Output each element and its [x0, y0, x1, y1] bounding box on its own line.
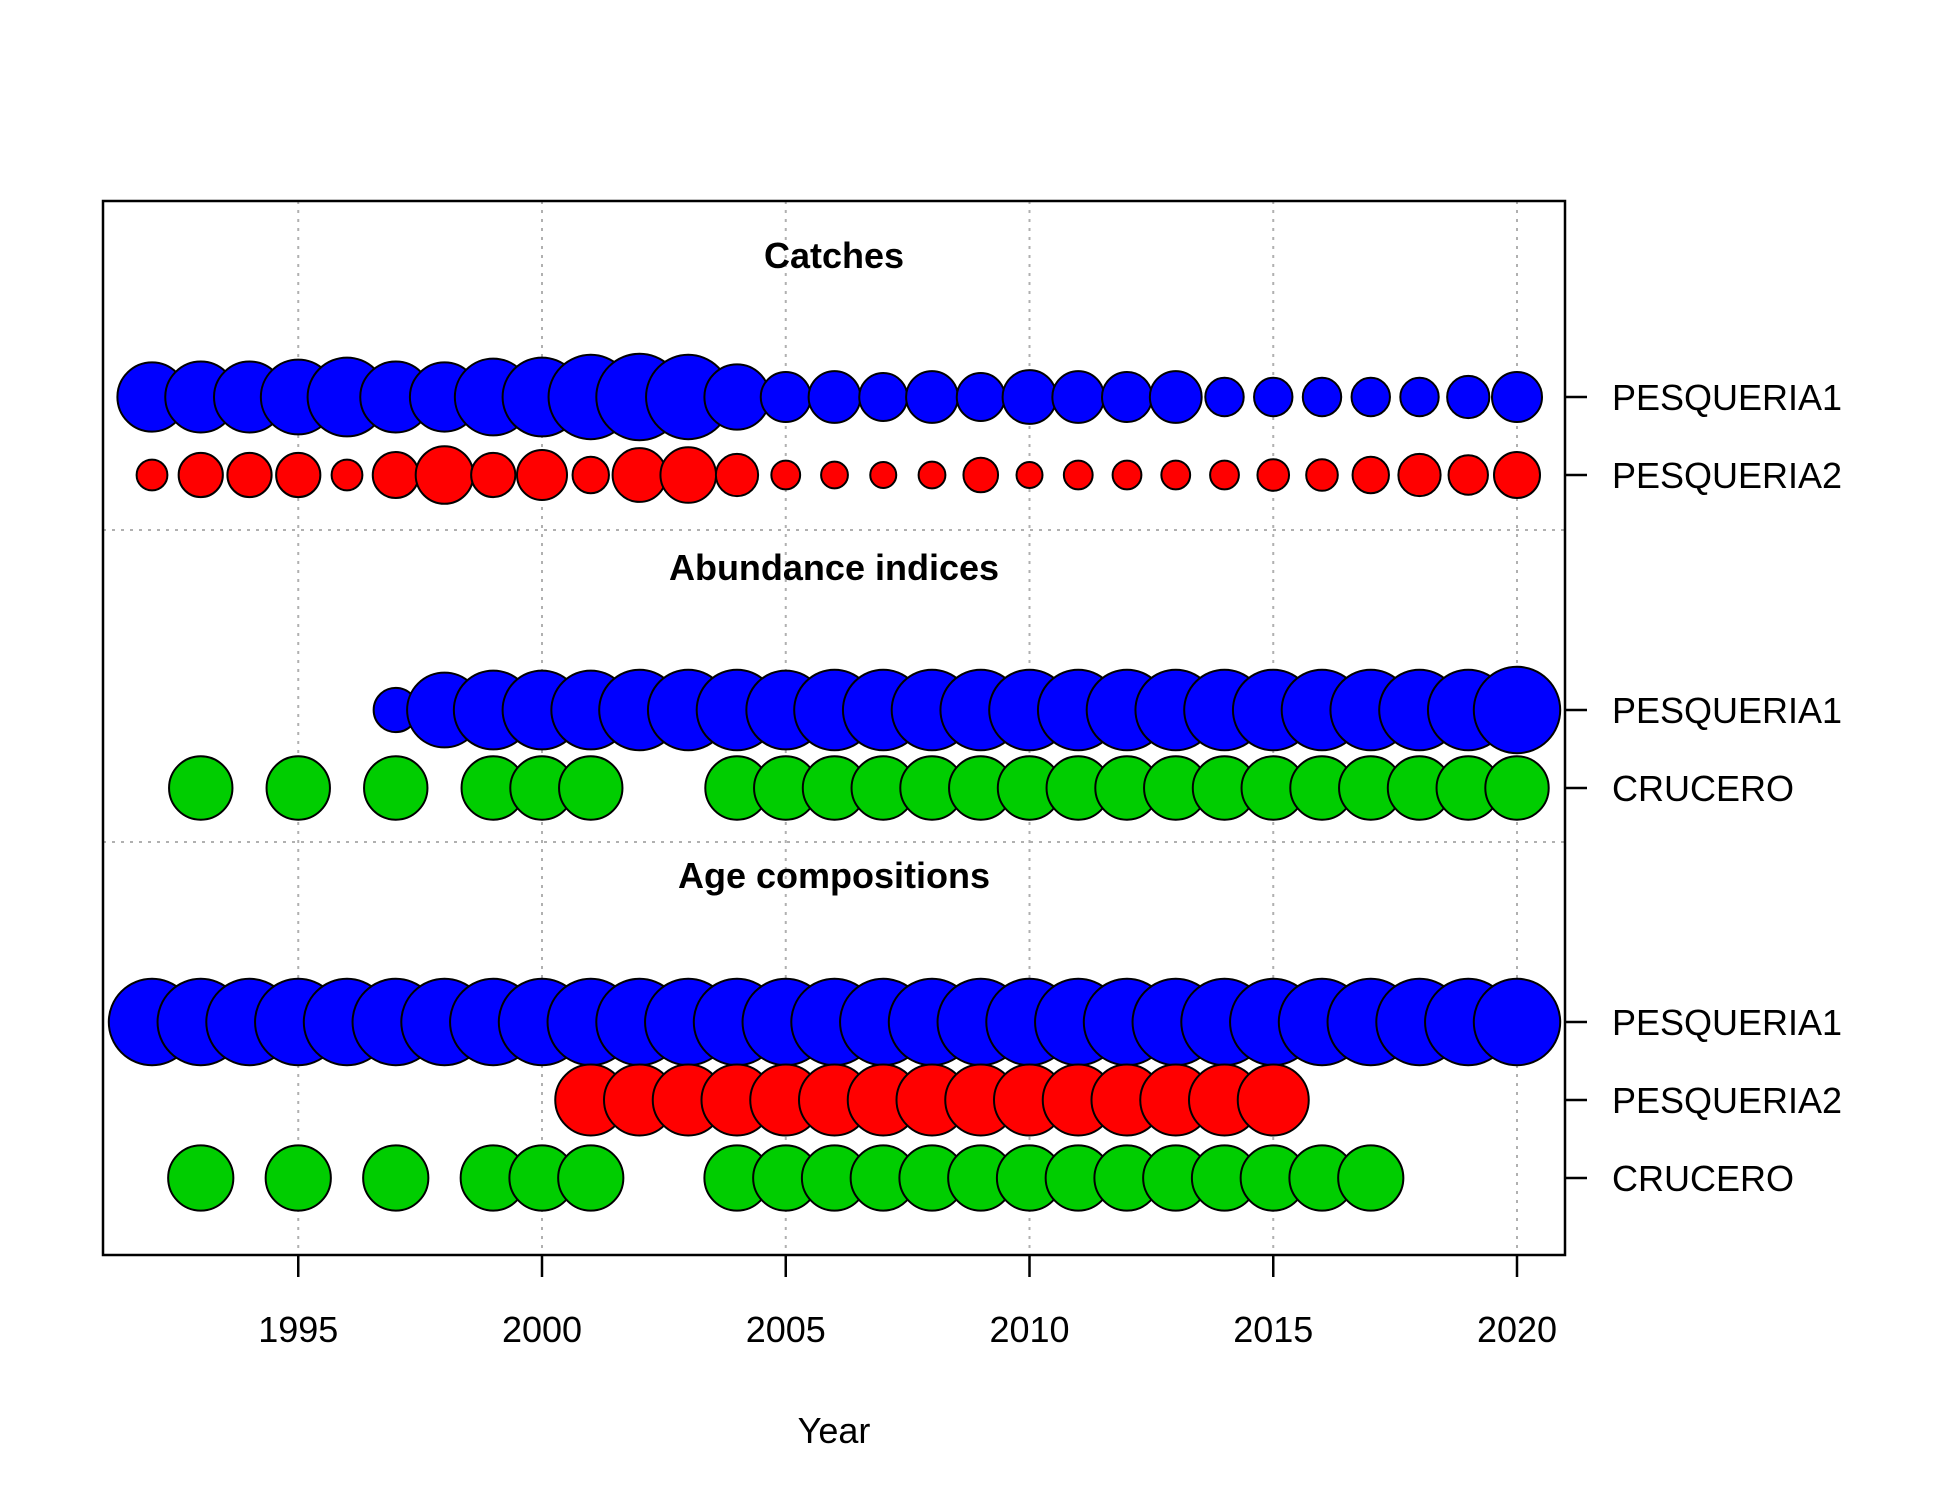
data-point [470, 451, 517, 499]
section-title: Abundance indices [669, 547, 999, 588]
data-point [226, 451, 273, 499]
data-point [1111, 459, 1143, 491]
data-point [1472, 977, 1562, 1067]
data-point [1493, 451, 1541, 499]
x-tick-label: 2005 [746, 1309, 826, 1350]
data-point [759, 371, 812, 423]
data-point [1236, 1063, 1310, 1137]
data-point [330, 458, 364, 492]
data-point [363, 755, 429, 821]
data-point [557, 1144, 625, 1212]
data-point [869, 461, 898, 489]
data-point [1484, 755, 1550, 821]
data-points [107, 352, 1562, 1212]
data-point [168, 755, 234, 821]
grid-lines [103, 201, 1565, 1255]
data-point [414, 445, 475, 505]
y-tick-label: PESQUERIA1 [1612, 1002, 1842, 1043]
section-title: Age compositions [678, 855, 990, 896]
data-point [1351, 455, 1390, 495]
y-tick-label: PESQUERIA2 [1612, 1080, 1842, 1121]
data-point [955, 372, 1006, 422]
x-axis-title: Year [798, 1410, 871, 1451]
data-point [1209, 459, 1240, 491]
data-point [265, 755, 331, 821]
data-point [371, 451, 420, 499]
data-point [1337, 1144, 1405, 1212]
data-point [905, 370, 959, 424]
data-point [1160, 459, 1192, 491]
data-point [1491, 371, 1543, 423]
data-point [1204, 376, 1245, 418]
data-point [135, 458, 169, 492]
data-point [770, 459, 802, 491]
data-point [1397, 452, 1442, 498]
y-tick-label: CRUCERO [1612, 768, 1794, 809]
x-tick-label: 2000 [502, 1309, 582, 1350]
x-tick-label: 2015 [1233, 1309, 1313, 1350]
data-point [714, 452, 760, 498]
data-point [1148, 370, 1203, 424]
section-titles: Catches Abundance indices Age compositions [669, 235, 999, 896]
x-tick-label: 1995 [258, 1309, 338, 1350]
data-point [264, 1144, 332, 1212]
y-tick-label: CRUCERO [1612, 1158, 1794, 1199]
data-point [1051, 370, 1106, 424]
y-tick-label: PESQUERIA1 [1612, 690, 1842, 731]
y-axis-right: PESQUERIA1 PESQUERIA2 PESQUERIA1 CRUCERO PES… [1565, 377, 1842, 1199]
data-point [1256, 458, 1291, 492]
data-point [962, 456, 1000, 494]
data-point [820, 460, 849, 490]
data-point [1062, 459, 1094, 491]
data-point [1015, 461, 1044, 489]
data-point [858, 372, 909, 422]
data-point [177, 451, 224, 499]
data-point [1472, 665, 1562, 755]
data-point [362, 1144, 430, 1212]
data-point [275, 451, 322, 499]
data-point [167, 1144, 235, 1212]
x-tick-label: 2010 [989, 1309, 1069, 1350]
x-tick-label: 2020 [1477, 1309, 1557, 1350]
data-point [611, 447, 668, 503]
data-point [516, 449, 568, 501]
data-point [807, 370, 862, 424]
plot-frame [101, 199, 1567, 1257]
data-point [1301, 376, 1343, 418]
data-point [659, 446, 718, 504]
section-title: Catches [764, 235, 904, 276]
data-point [917, 460, 947, 490]
data-point [571, 455, 610, 495]
data-point [1447, 454, 1489, 496]
data-point [1350, 376, 1391, 418]
y-tick-label: PESQUERIA2 [1612, 455, 1842, 496]
y-tick-label: PESQUERIA1 [1612, 377, 1842, 418]
data-point [558, 755, 624, 821]
data-point [1001, 369, 1058, 425]
data-point [1101, 371, 1153, 423]
x-axis: 1995 2000 2005 2010 2015 2020 [258, 1255, 1557, 1350]
data-point [1446, 374, 1491, 420]
data-point [1253, 376, 1294, 418]
data-point [1399, 376, 1440, 418]
data-point [1305, 458, 1339, 492]
